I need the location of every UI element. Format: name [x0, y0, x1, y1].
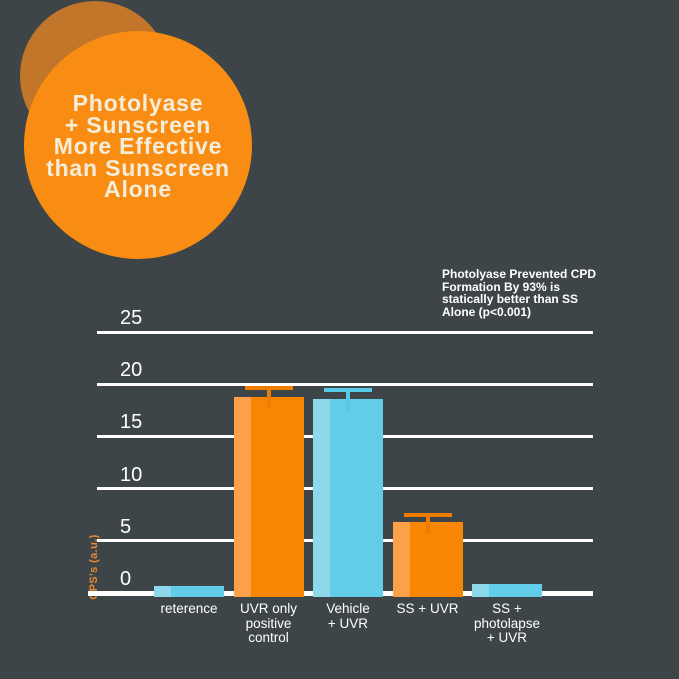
- y-tick-label-5: 5: [120, 515, 132, 538]
- error-bar-cap-2: [324, 388, 372, 393]
- error-bar-stem-3: [425, 516, 430, 534]
- x-tick-label-0: reterence: [160, 601, 218, 616]
- x-tick-label-4: SS + photolapse + UVR: [473, 601, 541, 645]
- title-badge: Photolyase + Sunscreen More Effective th…: [24, 31, 252, 259]
- y-tick-label-10: 10: [120, 463, 143, 486]
- gridline-25: [97, 330, 593, 334]
- bar-1: [233, 396, 304, 597]
- y-tick-label-20: 20: [120, 359, 143, 382]
- x-tick-label-3: SS + UVR: [396, 601, 459, 616]
- error-bar-cap-3: [403, 512, 452, 517]
- bar-3: [392, 522, 463, 597]
- y-tick-label-25: 25: [120, 307, 143, 329]
- gridline-20: [97, 382, 593, 386]
- chart-annotation: Photolyase Prevented CPD Formation By 93…: [442, 267, 597, 319]
- bar-0: [154, 585, 224, 597]
- bar-2: [313, 398, 383, 597]
- x-tick-label-1: UVR only positive control: [239, 601, 298, 645]
- y-axis-title: CPS's (a.u.): [88, 534, 100, 600]
- error-bar-stem-2: [346, 392, 350, 411]
- x-tick-label-2: Vehicle + UVR: [326, 601, 370, 631]
- error-bar-stem-1: [266, 390, 271, 409]
- y-tick-label-0: 0: [120, 568, 132, 590]
- error-bar-cap-1: [244, 386, 293, 391]
- bar-4: [472, 583, 542, 597]
- title-badge-text: Photolyase + Sunscreen More Effective th…: [46, 90, 230, 203]
- y-tick-label-15: 15: [120, 411, 143, 434]
